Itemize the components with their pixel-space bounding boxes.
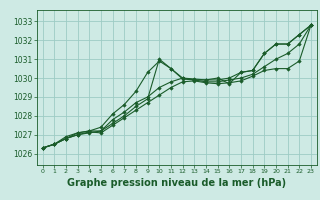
X-axis label: Graphe pression niveau de la mer (hPa): Graphe pression niveau de la mer (hPa) <box>67 178 286 188</box>
